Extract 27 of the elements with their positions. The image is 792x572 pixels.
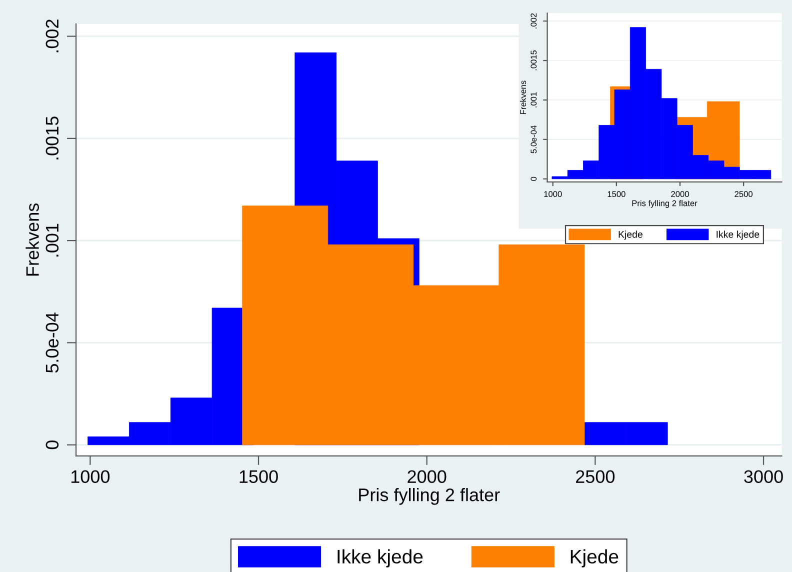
y-tick-label: .002	[530, 13, 537, 28]
legend-label: Ikke kjede	[338, 549, 423, 568]
y-tick-label: .001	[46, 224, 59, 256]
x-tick-label: 3000	[744, 470, 783, 484]
y-tick-label: .002	[46, 20, 59, 52]
y-tick-label: 0	[46, 440, 59, 450]
x-axis-title: Pris fylling 2 flater	[359, 488, 500, 505]
legend-label: Kjede	[618, 230, 642, 240]
x-tick-label: 1000	[71, 470, 110, 484]
legend-label: Ikke kjede	[716, 230, 760, 240]
y-tick-label: 5.0e-04	[530, 126, 537, 154]
x-tick-label: 1000	[544, 191, 562, 198]
x-tick-label: 2500	[576, 470, 615, 484]
x-tick-label: 2000	[408, 470, 446, 484]
y-tick-label: .0015	[530, 50, 537, 70]
x-tick-label: 2000	[671, 191, 689, 198]
y-tick-label: .0015	[46, 116, 59, 160]
y-axis-title: Frekvens	[520, 80, 526, 114]
x-tick-label: 1500	[608, 191, 626, 198]
legend-label: Kjede	[570, 549, 618, 568]
y-axis-title: Frekvens	[26, 203, 39, 276]
x-tick-label: 2500	[734, 191, 753, 198]
x-tick-label: 1500	[240, 470, 278, 484]
y-tick-label: 0	[530, 176, 537, 181]
y-tick-label: 5.0e-04	[46, 312, 59, 373]
x-axis-title: Pris fylling 2 flater	[632, 200, 698, 208]
y-tick-label: .001	[530, 92, 537, 108]
